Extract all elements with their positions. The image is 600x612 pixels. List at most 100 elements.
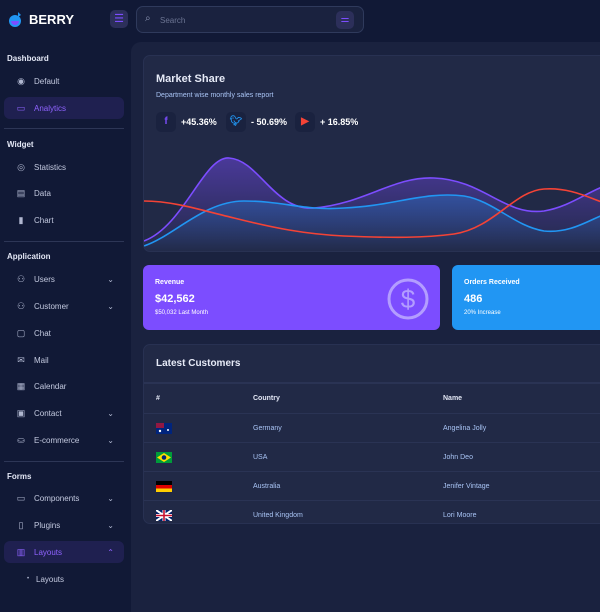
market-share-chart: [144, 157, 600, 251]
series-line: [144, 194, 600, 247]
sidebar-item-label: Contact: [34, 408, 62, 418]
revenue-sub: $50,032 Last Month: [155, 310, 209, 316]
series-line: [144, 188, 600, 239]
sidebar-item-label: Analytics: [34, 103, 67, 113]
sidebar-item-label: Plugins: [34, 520, 61, 530]
user-check-icon: ⚇: [16, 273, 26, 284]
filter-button[interactable]: ⚌: [336, 11, 354, 29]
divider: [144, 413, 600, 414]
basket-icon: ⛀: [17, 434, 25, 445]
sidebar-item-customer[interactable]: ⚇ Customer ⌄: [4, 295, 124, 317]
sidebar-item-label: Default: [34, 76, 60, 86]
name-cell: Jenifer Vintage: [443, 483, 490, 490]
sidebar-item-users[interactable]: ⚇ Users ⌄: [4, 268, 124, 290]
youtube-icon: ▶: [295, 112, 315, 132]
sidebar-item-label: Chart: [34, 215, 54, 225]
series-line: [144, 157, 600, 242]
sidebar-item-default[interactable]: ◉ Default: [4, 70, 124, 92]
divider: [4, 461, 124, 462]
currency-dollar-icon: $: [387, 278, 429, 320]
name-cell: Lori Moore: [443, 512, 477, 519]
country-cell: United Kingdom: [253, 512, 303, 519]
country-cell: Germany: [253, 425, 282, 432]
users-icon: ⚇: [16, 300, 26, 311]
name-cell: Angelina Jolly: [443, 425, 487, 432]
revenue-card: Revenue $42,562 $50,032 Last Month $: [143, 265, 440, 330]
sidebar-item-plugins[interactable]: ▯ Plugins ⌄: [4, 514, 124, 536]
search-input[interactable]: [160, 12, 330, 28]
section-title: Dashboard: [7, 54, 49, 63]
sidebar-item-label: Data: [34, 188, 51, 198]
sidebar-item-components[interactable]: ▭ Components ⌄: [4, 487, 124, 509]
sidebar-item-label: Chat: [34, 328, 51, 338]
stat-value: + 16.85%: [320, 117, 359, 127]
layout-icon: ▥: [16, 546, 26, 557]
divider: [4, 241, 124, 242]
orders-card: Orders Received 486 20% Increase: [452, 265, 600, 330]
orders-label: Orders Received: [464, 279, 520, 286]
sidebar-item-chat[interactable]: ▢ Chat: [4, 322, 124, 344]
sidebar: Dashboard Widget Application Forms ◉ Default ▭…: [0, 42, 130, 600]
dashboard-icon: ◉: [17, 75, 25, 86]
chevron-down-icon: ⌄: [107, 301, 114, 311]
brand-name: BERRY: [29, 11, 75, 27]
divider: [144, 471, 600, 472]
sidebar-item-label: E-commerce: [34, 435, 80, 445]
sidebar-item-contact[interactable]: ▣ Contact ⌄: [4, 402, 124, 424]
svg-text:$: $: [401, 284, 416, 314]
chevron-down-icon: ⌄: [107, 435, 114, 445]
search-icon: ⌕: [145, 13, 151, 24]
card-subtitle: Department wise monthly sales report: [156, 92, 274, 99]
stat-youtube: ▶ + 16.85%: [295, 112, 358, 132]
column-header: Name: [443, 395, 463, 402]
sidebar-item-mail[interactable]: ✉ Mail: [4, 349, 124, 371]
dot-icon: •: [26, 576, 30, 582]
menu-toggle-button[interactable]: ☰: [110, 10, 128, 28]
sidebar-item-label: Components: [34, 493, 80, 503]
chevron-down-icon: ⌄: [107, 520, 114, 530]
series-area: [144, 195, 600, 251]
stat-value: +45.36%: [181, 117, 217, 127]
components-icon: ▭: [16, 492, 26, 503]
market-share-card: Market Share Department wise monthly sal…: [143, 55, 600, 252]
revenue-value: $42,562: [155, 293, 195, 305]
section-title: Application: [7, 252, 51, 261]
latest-customers-card: Latest Customers # Country Name Germany …: [143, 344, 600, 524]
sidebar-item-e-commerce[interactable]: ⛀ E-commerce ⌄: [4, 429, 124, 451]
sidebar-item-analytics[interactable]: ▭ Analytics: [4, 97, 124, 119]
chevron-down-icon: ⌄: [107, 274, 114, 284]
main-content: Market Share Department wise monthly sal…: [131, 42, 600, 612]
sidebar-item-label: Layouts: [34, 547, 63, 557]
germany-flag: [156, 481, 172, 492]
brazil-flag: [156, 452, 172, 463]
stat-twitter: 🐦︎ - 50.69%: [226, 112, 287, 132]
messages-icon: ▢: [16, 327, 26, 338]
device-analytics-icon: ▭: [16, 102, 26, 113]
divider: [144, 500, 600, 501]
top-bar: BERRY ☰ ⌕ ⚌: [0, 0, 600, 42]
search-bar: ⌕ ⚌: [136, 6, 364, 33]
section-title: Widget: [7, 140, 34, 149]
divider: [144, 382, 600, 384]
orders-sub: 20% Increase: [464, 310, 501, 316]
sidebar-item-label: Statistics: [34, 162, 67, 172]
sidebar-item-data[interactable]: ▤ Data: [4, 182, 124, 204]
mail-icon: ✉: [17, 354, 25, 365]
sidebar-item-label: Layouts: [36, 574, 65, 584]
chevron-down-icon: ⌄: [107, 408, 114, 418]
sidebar-item-label: Customer: [34, 301, 69, 311]
sidebar-item-label: Users: [34, 274, 55, 284]
sidebar-item-statistics[interactable]: ◎ Statistics: [4, 156, 124, 178]
orders-value: 486: [464, 293, 483, 305]
sidebar-item-chart[interactable]: ▮ Chart: [4, 209, 124, 231]
sidebar-item-label: Calendar: [34, 381, 67, 391]
column-header: #: [156, 395, 160, 402]
chart-bar-icon: ▮: [18, 214, 24, 225]
sidebar-item-calendar[interactable]: ▦ Calendar: [4, 375, 124, 397]
sidebar-subitem-layouts[interactable]: • Layouts: [4, 568, 124, 590]
sidebar-item-layouts[interactable]: ▥ Layouts ⌃: [4, 541, 124, 563]
brand-logo[interactable]: BERRY: [8, 10, 74, 28]
country-cell: USA: [253, 454, 268, 461]
clipboard-list-icon: ▤: [16, 187, 26, 198]
revenue-label: Revenue: [155, 279, 185, 286]
